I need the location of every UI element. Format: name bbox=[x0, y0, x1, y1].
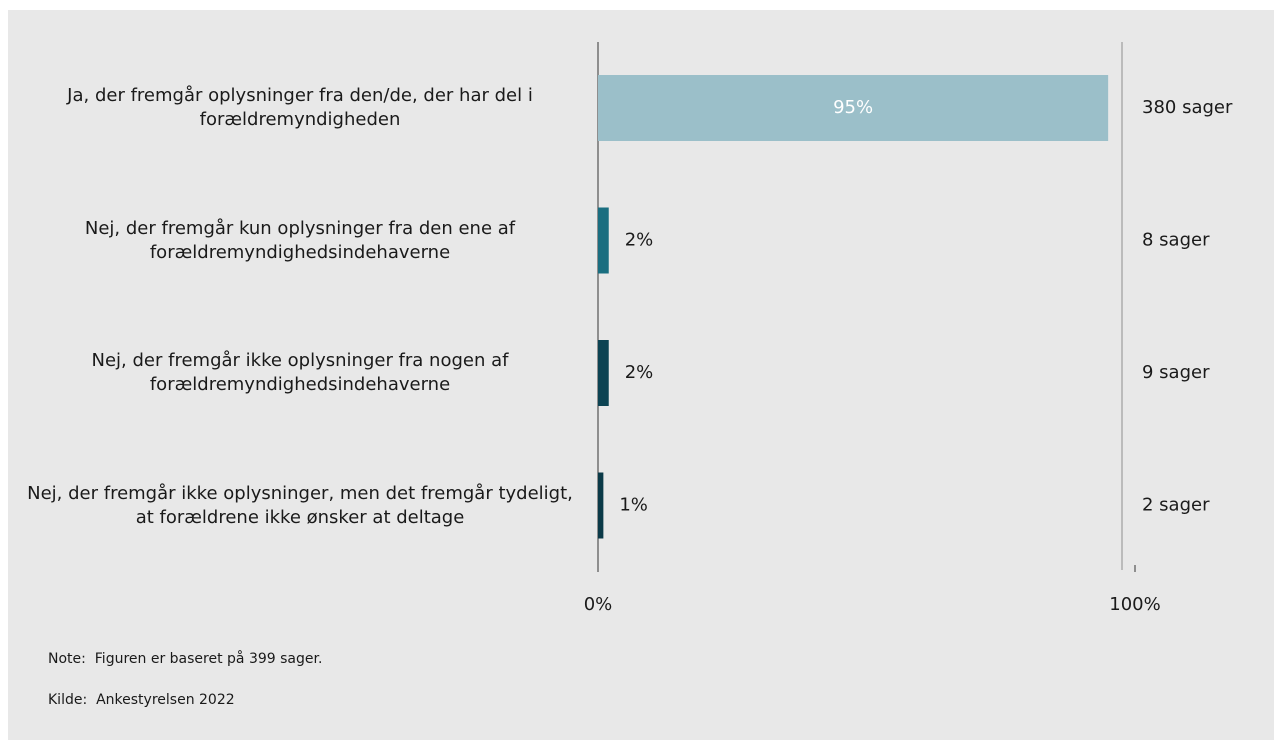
category-label: Nej, der fremgår ikke oplysninger fra no… bbox=[91, 350, 509, 395]
x-tick-label: 100% bbox=[1109, 594, 1160, 615]
source-label: Kilde: bbox=[48, 692, 88, 708]
value-label: 95% bbox=[833, 97, 873, 118]
value-label: 2% bbox=[625, 230, 654, 251]
note-text: Figuren er baseret på 399 sager. bbox=[94, 651, 323, 667]
note: Note: Figuren er baseret på 399 sager. bbox=[48, 651, 322, 667]
count-annotation: 8 sager bbox=[1142, 230, 1210, 251]
value-label: 1% bbox=[619, 495, 648, 516]
source: Kilde: Ankestyrelsen 2022 bbox=[48, 692, 235, 708]
category-label: Ja, der fremgår oplysninger fra den/de, … bbox=[67, 85, 533, 130]
count-annotation: 380 sager bbox=[1142, 97, 1233, 118]
count-annotation: 2 sager bbox=[1142, 495, 1210, 516]
category-label: Nej, der fremgår ikke oplysninger, men d… bbox=[27, 482, 573, 528]
bar bbox=[598, 472, 604, 539]
value-label: 2% bbox=[625, 362, 654, 383]
bar bbox=[598, 75, 1109, 141]
source-text: Ankestyrelsen 2022 bbox=[96, 692, 235, 708]
bar bbox=[598, 340, 609, 406]
note-label: Note: bbox=[48, 651, 86, 667]
count-annotation: 9 sager bbox=[1142, 362, 1210, 383]
category-label: Nej, der fremgår kun oplysninger fra den… bbox=[84, 217, 516, 263]
x-tick-label: 0% bbox=[584, 594, 613, 615]
bar bbox=[598, 207, 609, 274]
